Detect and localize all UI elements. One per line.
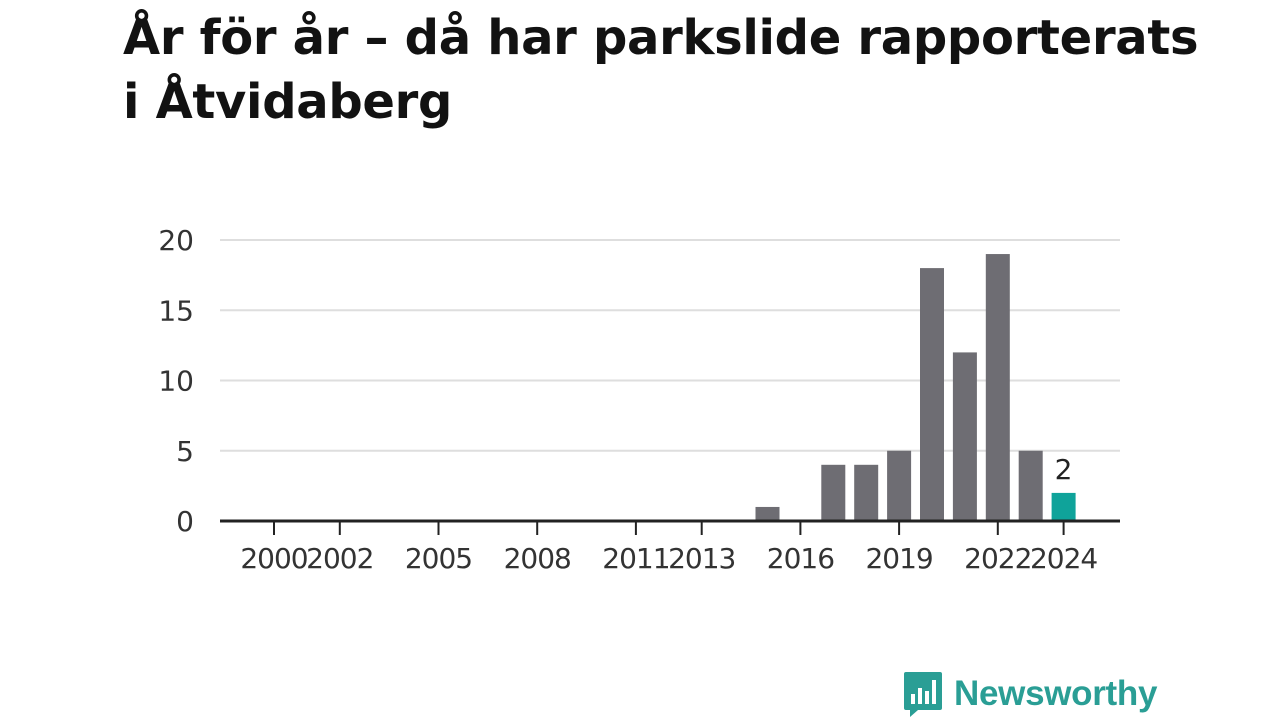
y-tick-label: 10: [158, 365, 194, 398]
bar: [985, 254, 1010, 522]
bar: [920, 268, 944, 521]
bar: [887, 450, 912, 521]
brand-name: Newsworthy: [954, 674, 1158, 713]
y-axis-labels: 0 5 10 15 20: [158, 224, 194, 538]
bar: [755, 506, 780, 521]
x-tick-label: 2002: [306, 542, 373, 575]
newsworthy-logo: Newsworthy: [902, 670, 1157, 718]
x-tick-label: 2005: [405, 542, 472, 575]
bars: [755, 254, 1076, 522]
x-tick-label: 2022: [964, 542, 1031, 575]
gridlines: [220, 239, 1120, 452]
x-axis: [220, 519, 1120, 535]
bar-value-label: 2: [1055, 453, 1073, 486]
data-labels: 2: [1055, 453, 1073, 486]
x-tick-label: 2011: [602, 542, 669, 575]
newsworthy-logo-icon: [904, 672, 942, 717]
x-tick-label: 2008: [504, 542, 571, 575]
bar: [952, 352, 977, 521]
bar: [1051, 492, 1076, 521]
x-tick-label: 2000: [240, 542, 307, 575]
bar: [821, 464, 846, 521]
y-tick-label: 5: [176, 435, 194, 468]
x-tick-label: 2024: [1030, 542, 1097, 575]
y-tick-label: 15: [158, 294, 194, 327]
bar: [854, 464, 879, 521]
y-tick-label: 20: [158, 224, 194, 257]
y-tick-label: 0: [176, 505, 194, 538]
chart-title: År för år – då har parkslide rapporterat…: [123, 10, 1199, 130]
x-tick-label: 2019: [865, 542, 932, 575]
x-tick-label: 2013: [668, 542, 735, 575]
bar: [1018, 450, 1043, 521]
x-tick-label: 2016: [767, 542, 834, 575]
